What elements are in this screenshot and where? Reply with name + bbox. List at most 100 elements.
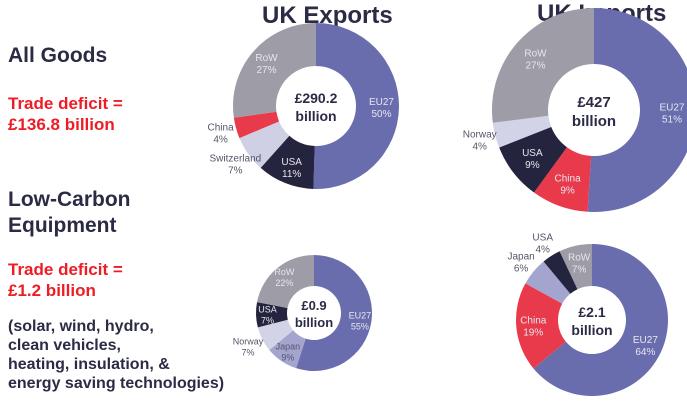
slice-name: China: [208, 122, 235, 133]
slice-value: 7%: [572, 264, 587, 275]
slice-name: USA: [281, 157, 302, 168]
slice-label: RoW 7%: [568, 252, 591, 275]
donut-chart-1: EU27 51%China 9%USA 9%Norway 4%RoW 27%£427bil…: [463, 8, 687, 212]
slice-label: USA 9%: [522, 148, 543, 171]
slice-value: 64%: [635, 347, 655, 358]
slice-usa: [499, 126, 567, 193]
low-carbon-heading-line1: Low-Carbon: [8, 188, 131, 211]
slice-row: [233, 23, 316, 118]
slice-value: 19%: [523, 328, 543, 339]
slice-value: 50%: [371, 109, 391, 120]
note-line: energy saving technologies): [8, 375, 225, 392]
low-carbon-note: (solar, wind, hydro, clean vehicles, hea…: [8, 317, 224, 393]
slice-label: China 19%: [520, 316, 547, 339]
center-label: £2.1: [578, 304, 605, 320]
donut-chart-2: EU27 55%Japan 9%Norway 7%USA 7%RoW 22%£0.9bil…: [233, 255, 372, 371]
slice-usa: [260, 135, 315, 189]
slice-name: RoW: [568, 252, 591, 263]
center-label: billion: [571, 322, 612, 338]
note-line: clean vehicles,: [8, 337, 121, 354]
slice-china: [233, 111, 280, 139]
slice-name: EU27: [659, 102, 684, 113]
center-label: billion: [295, 108, 336, 124]
all-goods-heading: All Goods: [8, 44, 108, 67]
slice-usa: [256, 302, 288, 328]
slice-label: EU27 55%: [349, 310, 372, 331]
slice-name: Japan: [507, 251, 534, 262]
slice-name: EU27: [369, 97, 394, 108]
slice-label: RoW 27%: [524, 48, 547, 71]
donut-chart-3: EU27 64%China 19%Japan 6%USA 4%RoW 7%£2.1bill…: [507, 232, 669, 396]
slice-japan: [269, 330, 306, 369]
slice-name: RoW: [524, 48, 547, 59]
slice-value: 9%: [525, 160, 540, 171]
slice-norway: [257, 319, 294, 350]
slice-row: [491, 8, 594, 123]
center-label: billion: [572, 113, 616, 130]
slice-name: EU27: [349, 310, 372, 320]
slice-value: 51%: [662, 114, 682, 125]
slice-value: 9%: [560, 185, 575, 196]
slice-china: [516, 283, 566, 369]
low-carbon-deficit-line2: £1.2 billion: [8, 281, 96, 300]
slice-label: USA 11%: [281, 157, 302, 180]
slice-name: China: [520, 316, 547, 327]
slice-label: Japan 9%: [276, 341, 301, 362]
slice-value: 11%: [282, 169, 301, 180]
slice-label: China 9%: [555, 173, 582, 196]
slice-label: China 4%: [208, 122, 235, 145]
slice-name: USA: [522, 148, 543, 159]
slice-japan: [525, 261, 571, 304]
low-carbon-deficit-line1: Trade deficit =: [8, 260, 123, 279]
note-line: (solar, wind, hydro,: [8, 318, 154, 335]
slice-china: [534, 147, 592, 212]
slice-name: RoW: [255, 53, 278, 64]
slice-name: Switzerland: [210, 153, 262, 164]
slice-label: EU27 50%: [369, 97, 394, 120]
slice-value: 55%: [351, 321, 369, 331]
slice-value: 4%: [535, 244, 550, 255]
slice-name: USA: [532, 232, 553, 243]
slice-name: Japan: [276, 341, 301, 351]
slice-name: RoW: [274, 267, 295, 277]
slice-label: USA 4%: [532, 232, 553, 255]
center-label: £290.2: [295, 90, 338, 106]
slice-name: Norway: [463, 129, 497, 140]
slice-label: RoW 22%: [274, 267, 295, 288]
center-label: £0.9: [301, 298, 326, 313]
note-line: heating, insulation, &: [8, 356, 170, 373]
slice-value: 7%: [228, 165, 243, 176]
slice-value: 4%: [213, 134, 228, 145]
slice-eu27: [533, 244, 669, 396]
slice-label: EU27 51%: [659, 102, 684, 125]
slice-value: 27%: [525, 60, 545, 71]
slice-eu27: [296, 255, 372, 371]
slice-row: [257, 255, 314, 308]
slice-label: USA 7%: [258, 304, 277, 325]
low-carbon-heading-line2: Equipment: [8, 214, 117, 237]
slice-label: Switzerland 7%: [210, 153, 262, 176]
slice-norway: [492, 115, 552, 148]
slice-value: 7%: [261, 315, 274, 325]
slice-name: EU27: [633, 335, 658, 346]
donut-chart-0: EU27 50% USA 11% Switzerland 7% China 4% RoW 27% £…: [208, 23, 400, 189]
slice-value: 6%: [514, 263, 529, 274]
slice-value: 4%: [472, 141, 487, 152]
slice-row: [559, 244, 592, 290]
slice-eu27: [313, 23, 400, 189]
slice-label: Norway 4%: [463, 129, 497, 152]
all-goods-deficit-line1: Trade deficit =: [8, 94, 123, 113]
slice-name: Norway: [233, 337, 264, 347]
slice-label: Norway 7%: [233, 337, 264, 358]
slice-label: Japan 6%: [507, 251, 534, 274]
slice-eu27: [587, 8, 687, 212]
slice-label: RoW 27%: [255, 53, 278, 76]
slice-value: 9%: [281, 352, 294, 362]
slice-label: EU27 64%: [633, 335, 658, 358]
slice-usa: [543, 251, 578, 294]
all-goods-deficit-line2: £136.8 billion: [8, 115, 115, 134]
slice-value: 22%: [275, 278, 293, 288]
slice-value: 27%: [256, 65, 276, 76]
